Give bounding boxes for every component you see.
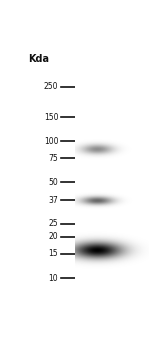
Text: HeLa: HeLa	[99, 48, 127, 76]
Text: 15: 15	[49, 250, 58, 258]
Text: 150: 150	[44, 113, 58, 122]
Text: 20: 20	[49, 232, 58, 241]
Text: 25: 25	[49, 219, 58, 228]
Text: 10: 10	[49, 274, 58, 282]
FancyBboxPatch shape	[77, 72, 134, 291]
Text: Kda: Kda	[28, 54, 49, 64]
Text: 100: 100	[44, 137, 58, 146]
Text: 50: 50	[49, 178, 58, 187]
Text: 75: 75	[49, 154, 58, 163]
Text: 250: 250	[44, 82, 58, 91]
Text: 37: 37	[49, 196, 58, 205]
